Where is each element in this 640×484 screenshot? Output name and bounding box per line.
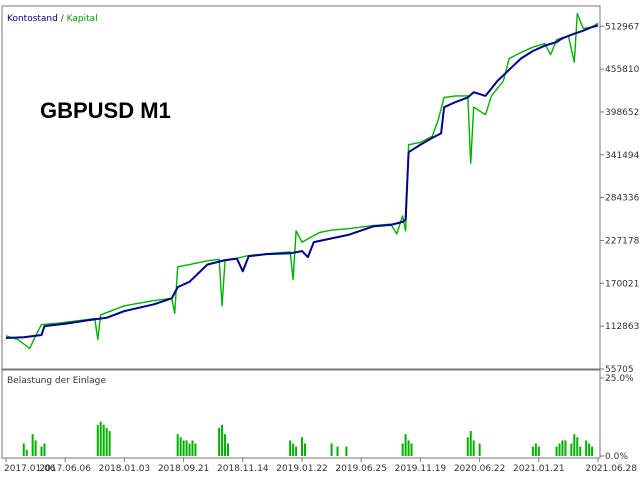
deposit-load-bar (401, 443, 404, 456)
deposit-load-bar (292, 443, 295, 456)
x-tick-label: 2019.11.19 (395, 464, 447, 474)
deposit-load-tick-label: 0.0% (605, 452, 628, 462)
balance-series-line (5, 24, 599, 339)
legend-separator: / (58, 14, 67, 24)
y-tick-label: 398652 (605, 108, 639, 118)
y-tick-label: 512967 (605, 22, 639, 32)
x-tick-label: 2018.09.21 (158, 464, 210, 474)
deposit-load-bar (534, 443, 537, 456)
x-tick-label: 2020.06.22 (454, 464, 506, 474)
y-tick-label: 341494 (605, 151, 640, 161)
deposit-load-bar (105, 427, 108, 456)
x-tick-label: 2021.01.21 (513, 464, 565, 474)
deposit-load-bar (31, 434, 34, 456)
deposit-load-bar (330, 443, 333, 456)
deposit-load-bar (336, 446, 339, 456)
deposit-load-bar (224, 434, 227, 456)
deposit-load-bar (570, 443, 573, 456)
deposit-load-bar (194, 443, 197, 456)
deposit-load-bar (303, 443, 306, 456)
deposit-load-bar (561, 440, 564, 456)
deposit-load-bar (96, 424, 99, 456)
deposit-load-bar (407, 440, 410, 456)
legend: Kontostand / Kapital (7, 14, 98, 24)
deposit-load-bar (25, 449, 28, 456)
x-tick-label: 2017.06.06 (39, 464, 91, 474)
y-tick-label: 284336 (605, 194, 640, 204)
y-tick-label: 55705 (605, 365, 634, 375)
deposit-load-bar (191, 440, 194, 456)
deposit-load-bar (558, 443, 561, 456)
deposit-load-bar (43, 443, 46, 456)
deposit-load-bar (295, 446, 298, 456)
deposit-load-bar (301, 437, 303, 456)
symbol-overlay-label: GBPUSD M1 (40, 98, 171, 123)
deposit-load-bar (40, 446, 43, 456)
deposit-load-bars (22, 421, 594, 456)
deposit-load-title: Belastung der Einlage (7, 376, 106, 386)
legend-equity-label: Kapital (67, 14, 98, 24)
deposit-load-bar (221, 424, 224, 456)
deposit-load-bar (289, 440, 292, 456)
deposit-load-bar (585, 440, 588, 456)
main-y-axis: 512967 455810 398652 341494 284336 227178 1700… (600, 22, 640, 375)
deposit-load-bar (579, 446, 582, 456)
deposit-load-bar (218, 427, 221, 456)
deposit-load-bar (478, 443, 481, 456)
deposit-load-bar (588, 443, 591, 456)
deposit-load-bar (34, 440, 37, 456)
x-tick-label: 2019.01.22 (276, 464, 328, 474)
deposit-load-bar (99, 421, 102, 456)
x-tick-label: 2018.01.03 (99, 464, 151, 474)
deposit-load-bar (531, 446, 534, 456)
deposit-load-bar (555, 446, 558, 456)
x-tick-label: 2021.06.28 (585, 464, 637, 474)
deposit-load-bar (345, 446, 348, 456)
deposit-load-bar (188, 443, 191, 456)
deposit-load-bar (469, 431, 472, 456)
deposit-load-bar (227, 443, 229, 456)
y-tick-label: 227178 (605, 236, 640, 246)
x-tick-label: 2017.01.06 (4, 464, 56, 474)
deposit-load-bar (185, 440, 188, 456)
main-plot-area (5, 12, 599, 350)
equity-series-line (5, 12, 599, 350)
y-tick-label: 112863 (605, 322, 639, 332)
deposit-load-bar (466, 437, 469, 456)
y-tick-label: 170021 (605, 279, 639, 289)
deposit-load-bar (573, 434, 576, 456)
deposit-load-bar (472, 440, 475, 456)
deposit-load-bar (576, 437, 579, 456)
deposit-load-bar (179, 437, 182, 456)
deposit-load-tick-label: 25.0% (605, 374, 634, 384)
x-tick-label: 2018.11.14 (217, 464, 269, 474)
deposit-load-bar (108, 431, 111, 456)
deposit-load-bar (564, 440, 567, 456)
deposit-load-bar (410, 443, 413, 456)
deposit-load-y-axis: 25.0% 0.0% (600, 374, 634, 462)
deposit-load-bar (404, 434, 407, 456)
deposit-load-bar (102, 424, 105, 456)
y-tick-label: 455810 (605, 65, 640, 75)
deposit-load-bar (537, 446, 540, 456)
legend-balance-label: Kontostand (7, 14, 58, 24)
x-tick-label: 2019.06.25 (335, 464, 387, 474)
main-chart-frame (1, 5, 601, 370)
deposit-load-bar (591, 446, 594, 456)
deposit-load-bar (176, 434, 179, 456)
deposit-load-bar (182, 440, 185, 456)
deposit-load-bar (22, 443, 25, 456)
